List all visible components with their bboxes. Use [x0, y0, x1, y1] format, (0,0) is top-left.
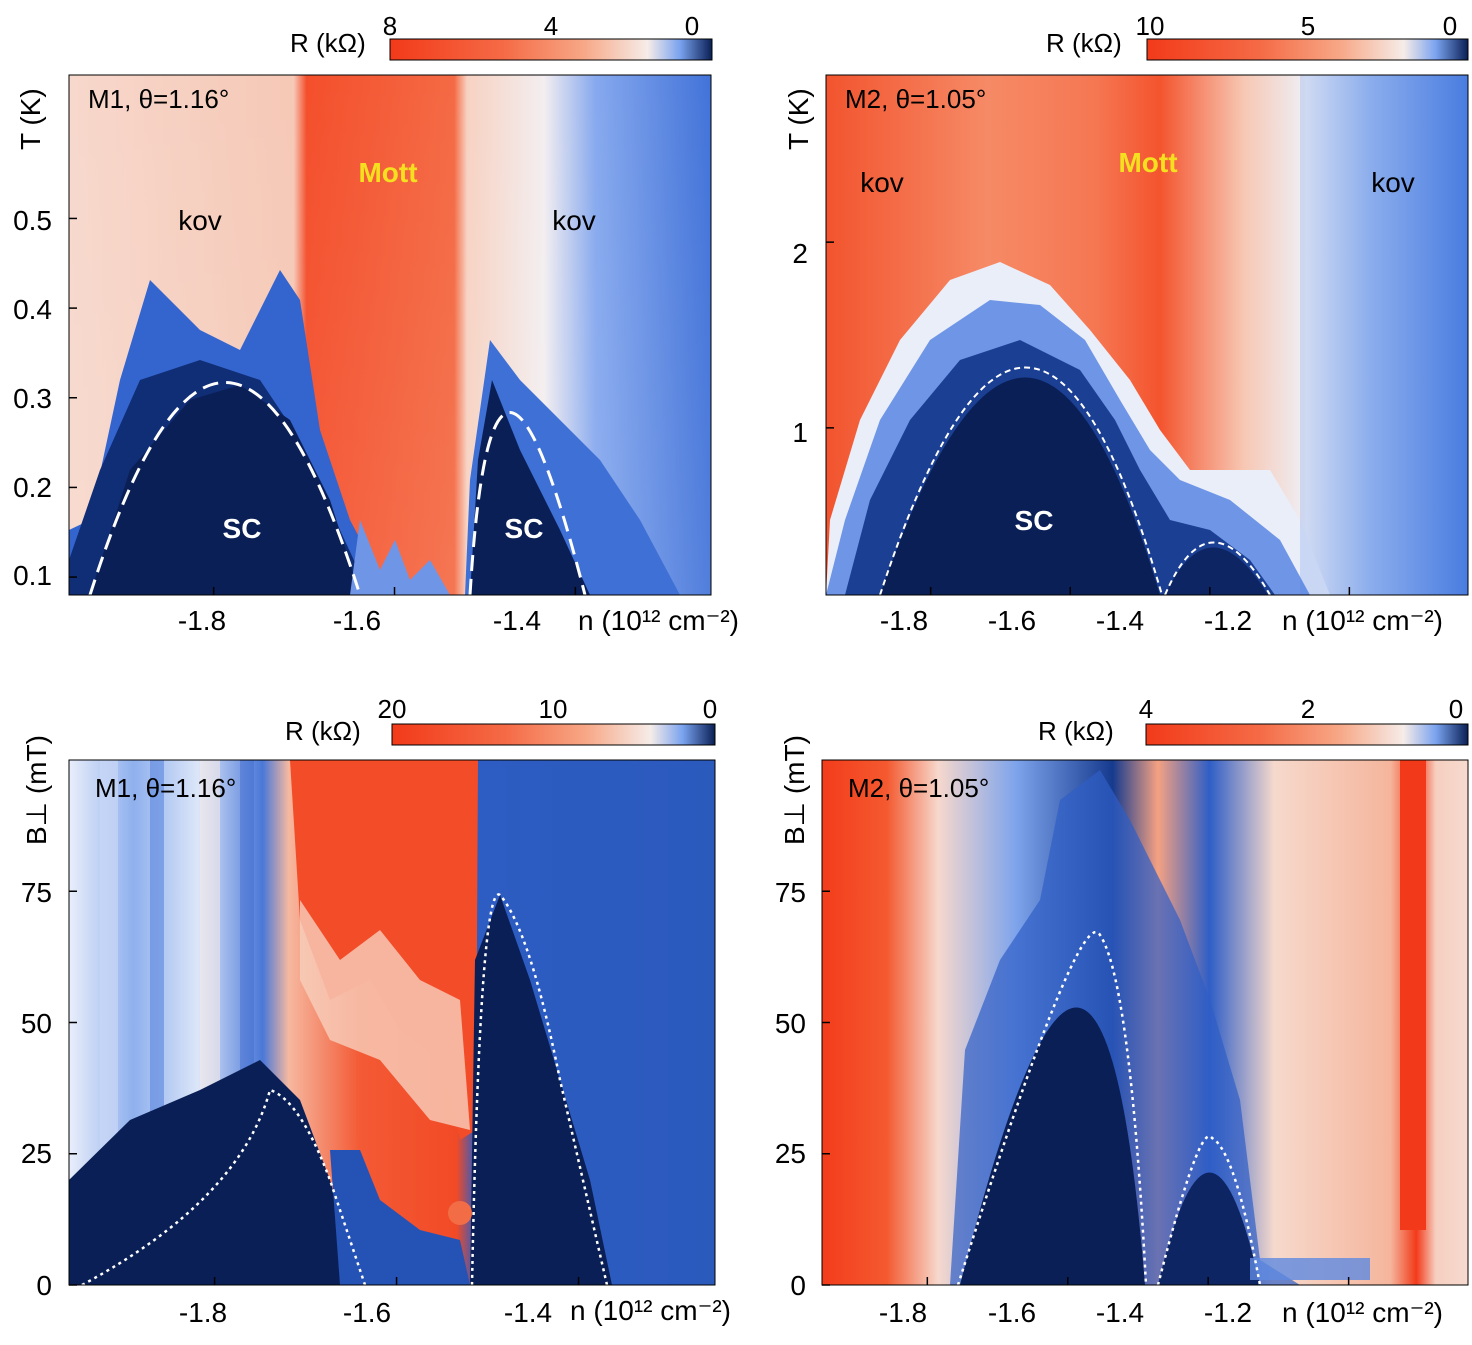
region-label-sc-right-a: SC — [505, 513, 544, 544]
sc-dome-line-d2 — [1156, 1135, 1262, 1285]
region-label-mott-b: Mott — [1118, 147, 1177, 178]
colorbar-b — [1146, 38, 1469, 61]
y-tick-label: 0.5 — [13, 205, 52, 236]
y-tick-label: 0.1 — [13, 560, 52, 591]
x-tick-labels-d: -1.8 -1.6 -1.4 -1.2 — [879, 1297, 1252, 1328]
panel-c: M1, θ=1.16° R (kΩ) 20 10 0 B⊥ (mT) n (10… — [21, 694, 731, 1328]
colorbar-tick-d-1: 2 — [1301, 694, 1315, 724]
x-axis-label-c: n (10¹² cm⁻²) — [570, 1295, 731, 1326]
x-tick-label: -1.8 — [179, 1297, 227, 1328]
y-tick-label: 0.3 — [13, 383, 52, 414]
panel-label-d: M2, θ=1.05° — [848, 773, 989, 803]
x-tick-label: -1.4 — [1096, 1297, 1144, 1328]
region-label-kov-right-b: kov — [1371, 167, 1415, 198]
colorbar-label-d: R (kΩ) — [1038, 716, 1114, 746]
y-tick-label: 75 — [775, 877, 806, 908]
y-tick-label: 50 — [21, 1008, 52, 1039]
x-tick-label: -1.6 — [333, 605, 381, 636]
sc-dome-line-d1 — [956, 930, 1148, 1285]
y-tick-label: 0 — [36, 1270, 52, 1301]
y-axis-label-a: T (K) — [15, 88, 46, 150]
colorbar-label-c: R (kΩ) — [285, 716, 361, 746]
heatmap-a — [69, 75, 711, 595]
y-axis-label-d: B⊥ (mT) — [779, 735, 810, 845]
x-tick-label: -1.6 — [988, 1297, 1036, 1328]
y-tick-label: 0.4 — [13, 294, 52, 325]
colorbar-tick-c-0: 20 — [378, 694, 407, 724]
y-tick-label: 0.2 — [13, 472, 52, 503]
y-tick-labels-d: 0 25 50 75 — [775, 877, 806, 1301]
x-tick-label: -1.4 — [493, 605, 541, 636]
x-tick-label: -1.4 — [504, 1297, 552, 1328]
y-tick-labels-a: 0.1 0.2 0.3 0.4 0.5 — [13, 205, 52, 591]
colorbar-tick-a-2: 0 — [685, 11, 699, 41]
sc-dome-line-b2 — [1164, 541, 1271, 595]
y-axis-label-b: T (K) — [783, 88, 814, 150]
colorbar-tick-b-1: 5 — [1301, 11, 1315, 41]
colorbar-tick-b-2: 0 — [1443, 11, 1457, 41]
y-tick-label: 25 — [21, 1138, 52, 1169]
x-axis-label-b: n (10¹² cm⁻²) — [1282, 605, 1443, 636]
y-tick-label: 75 — [21, 877, 52, 908]
ticks-b — [826, 241, 1351, 595]
y-axis-label-c: B⊥ (mT) — [21, 735, 52, 845]
y-tick-label: 50 — [775, 1008, 806, 1039]
x-tick-labels-c: -1.8 -1.6 -1.4 — [179, 1297, 552, 1328]
heatmap-b — [826, 75, 1468, 595]
x-tick-label: -1.4 — [1096, 605, 1144, 636]
x-tick-label: -1.2 — [1204, 1297, 1252, 1328]
region-label-kov-left-b: kov — [860, 167, 904, 198]
region-label-kov-left-a: kov — [178, 205, 222, 236]
x-axis-label-a: n (10¹² cm⁻²) — [578, 605, 739, 636]
x-tick-labels-b: -1.8 -1.6 -1.4 -1.2 — [880, 605, 1252, 636]
colorbar-d — [1145, 723, 1469, 746]
y-tick-labels-c: 0 25 50 75 — [21, 877, 52, 1301]
sc-dome-line-b1 — [879, 366, 1163, 595]
colorbar-tick-b-0: 10 — [1136, 11, 1165, 41]
colorbar-tick-d-0: 4 — [1139, 694, 1153, 724]
panel-label-c: M1, θ=1.16° — [95, 773, 236, 803]
x-tick-label: -1.8 — [178, 605, 226, 636]
x-tick-labels-a: -1.8 -1.6 -1.4 — [178, 605, 541, 636]
colorbar-tick-d-2: 0 — [1449, 694, 1463, 724]
y-tick-label: 2 — [792, 238, 808, 269]
heatmap-d — [822, 760, 1468, 1285]
panel-b: M2, θ=1.05° kov Mott kov SC R (kΩ) 10 5 … — [783, 11, 1469, 636]
y-tick-label: 0 — [790, 1270, 806, 1301]
panel-label-b: M2, θ=1.05° — [845, 84, 986, 114]
ticks-d — [822, 890, 1350, 1286]
sc-dome-line-a1 — [88, 381, 362, 595]
x-tick-label: -1.6 — [988, 605, 1036, 636]
x-tick-label: -1.6 — [343, 1297, 391, 1328]
x-tick-label: -1.2 — [1204, 605, 1252, 636]
x-tick-label: -1.8 — [880, 605, 928, 636]
heatmap-c — [69, 760, 715, 1285]
y-tick-label: 1 — [792, 417, 808, 448]
colorbar-tick-c-1: 10 — [539, 694, 568, 724]
colorbar-tick-a-0: 8 — [383, 11, 397, 41]
region-label-sc-b: SC — [1015, 505, 1054, 536]
region-label-mott-a: Mott — [358, 157, 417, 188]
region-label-sc-left-a: SC — [223, 513, 262, 544]
panel-d: M2, θ=1.05° R (kΩ) 4 2 0 B⊥ (mT) n (10¹²… — [775, 694, 1469, 1328]
colorbar-tick-c-2: 0 — [703, 694, 717, 724]
colorbar-tick-a-1: 4 — [544, 11, 558, 41]
sc-dome-line-c2 — [470, 893, 609, 1285]
colorbar-label-a: R (kΩ) — [290, 28, 366, 58]
panel-a: M1, θ=1.16° kov Mott kov SC SC R (kΩ) 8 … — [13, 11, 739, 636]
region-label-kov-right-a: kov — [552, 205, 596, 236]
ticks-a — [69, 217, 577, 595]
colorbar-a — [389, 38, 713, 61]
y-tick-labels-b: 1 2 — [792, 238, 808, 448]
sc-dome-line-a2 — [468, 411, 587, 595]
y-tick-label: 25 — [775, 1138, 806, 1169]
colorbar-c — [391, 723, 716, 746]
x-tick-label: -1.8 — [879, 1297, 927, 1328]
colorbar-label-b: R (kΩ) — [1046, 28, 1122, 58]
x-axis-label-d: n (10¹² cm⁻²) — [1282, 1297, 1443, 1328]
ticks-c — [69, 890, 580, 1286]
panel-label-a: M1, θ=1.16° — [88, 84, 229, 114]
